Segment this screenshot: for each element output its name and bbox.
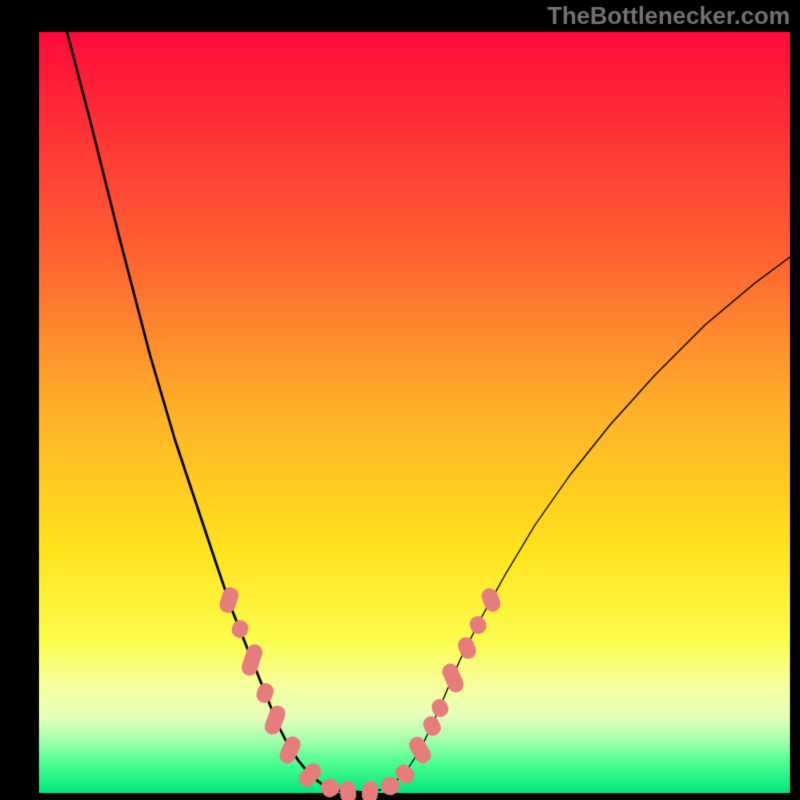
bottleneck-chart (0, 0, 800, 800)
